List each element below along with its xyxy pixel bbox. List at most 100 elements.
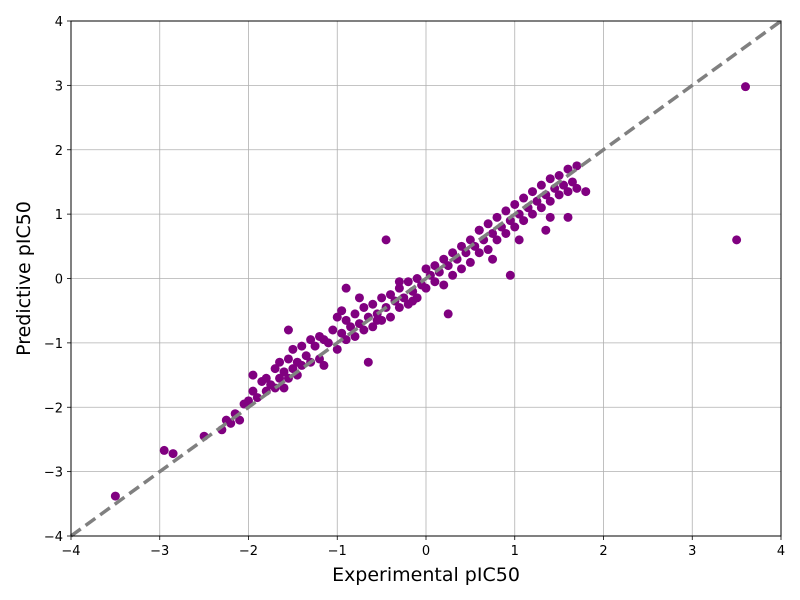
data-point (563, 187, 573, 197)
data-point (346, 322, 356, 332)
data-point (403, 277, 413, 287)
data-point (350, 331, 360, 341)
data-point (159, 445, 169, 455)
y-axis-title: Predictive pIC50 (13, 201, 35, 356)
data-point (492, 212, 502, 222)
data-point (368, 322, 378, 332)
data-point (457, 264, 466, 274)
data-point (488, 228, 498, 238)
data-point (545, 196, 555, 206)
data-point (341, 315, 351, 325)
data-point (536, 203, 546, 213)
data-point (381, 235, 391, 245)
identity-reference-line (69, 19, 783, 538)
data-point (244, 396, 253, 406)
data-point (394, 283, 404, 293)
data-point (275, 373, 285, 383)
data-point (310, 341, 320, 351)
data-point (572, 161, 582, 171)
y-tick-label: 4 (55, 15, 63, 30)
data-point (408, 296, 418, 306)
x-axis-title: Experimental pIC50 (332, 564, 520, 586)
data-point (488, 254, 498, 264)
y-tick-label: 3 (55, 79, 63, 94)
data-point (519, 193, 529, 203)
points-layer (110, 82, 750, 501)
data-point (545, 174, 555, 184)
data-point (421, 283, 431, 293)
data-point (501, 228, 511, 238)
data-point (532, 196, 542, 206)
data-point (563, 164, 573, 174)
data-point (332, 312, 342, 322)
data-point (297, 360, 307, 370)
data-point (430, 261, 440, 271)
data-point (514, 235, 524, 245)
data-point (741, 82, 750, 92)
data-point (283, 354, 293, 364)
data-point (457, 241, 466, 251)
data-point (554, 190, 564, 200)
data-point (563, 212, 573, 222)
data-point (248, 386, 258, 396)
data-point (528, 187, 537, 197)
data-point (168, 449, 178, 459)
data-point (572, 183, 582, 193)
data-point (439, 280, 449, 290)
x-tick-label: 3 (688, 544, 696, 559)
data-point (363, 357, 373, 367)
data-point (386, 312, 395, 322)
data-point (275, 357, 285, 367)
data-point (554, 171, 564, 180)
data-point (341, 335, 351, 345)
x-tick-label: −3 (150, 544, 169, 559)
data-point (332, 344, 342, 354)
x-tick-label: −1 (328, 544, 347, 559)
data-point (505, 270, 515, 280)
data-point (368, 299, 378, 309)
data-point (315, 354, 324, 364)
data-point (394, 277, 404, 287)
y-tick-label: 0 (55, 273, 63, 288)
data-point (235, 415, 245, 425)
data-point (474, 225, 484, 235)
data-point (545, 212, 555, 222)
data-point (492, 235, 502, 245)
data-point (354, 293, 364, 303)
data-point (536, 180, 546, 190)
data-point (328, 325, 338, 335)
data-point (430, 277, 440, 287)
data-point (474, 248, 484, 258)
data-point (288, 344, 298, 354)
x-tick-label: −2 (239, 544, 258, 559)
data-point (421, 264, 431, 274)
data-point (226, 418, 236, 428)
data-point (501, 206, 511, 216)
data-point (581, 187, 591, 197)
reference-line-layer (69, 19, 783, 538)
data-point (559, 180, 569, 190)
data-point (279, 367, 289, 377)
data-point (301, 351, 311, 361)
data-point (541, 225, 551, 235)
x-tick-label: 1 (511, 544, 519, 559)
data-point (567, 177, 577, 187)
data-point (350, 309, 360, 319)
data-point (248, 370, 258, 380)
y-tick-label: −4 (44, 530, 63, 545)
data-point (439, 254, 449, 264)
data-point (443, 309, 453, 319)
data-point (399, 293, 409, 303)
x-tick-label: −4 (61, 544, 80, 559)
data-point (319, 360, 329, 370)
data-point (252, 393, 262, 403)
y-tick-label: 1 (55, 208, 63, 223)
data-point (337, 306, 347, 316)
data-point (306, 335, 316, 345)
data-point (412, 274, 422, 283)
y-tick-label: −3 (44, 466, 63, 481)
data-point (279, 383, 289, 393)
data-point (261, 373, 271, 383)
data-point (443, 261, 453, 271)
